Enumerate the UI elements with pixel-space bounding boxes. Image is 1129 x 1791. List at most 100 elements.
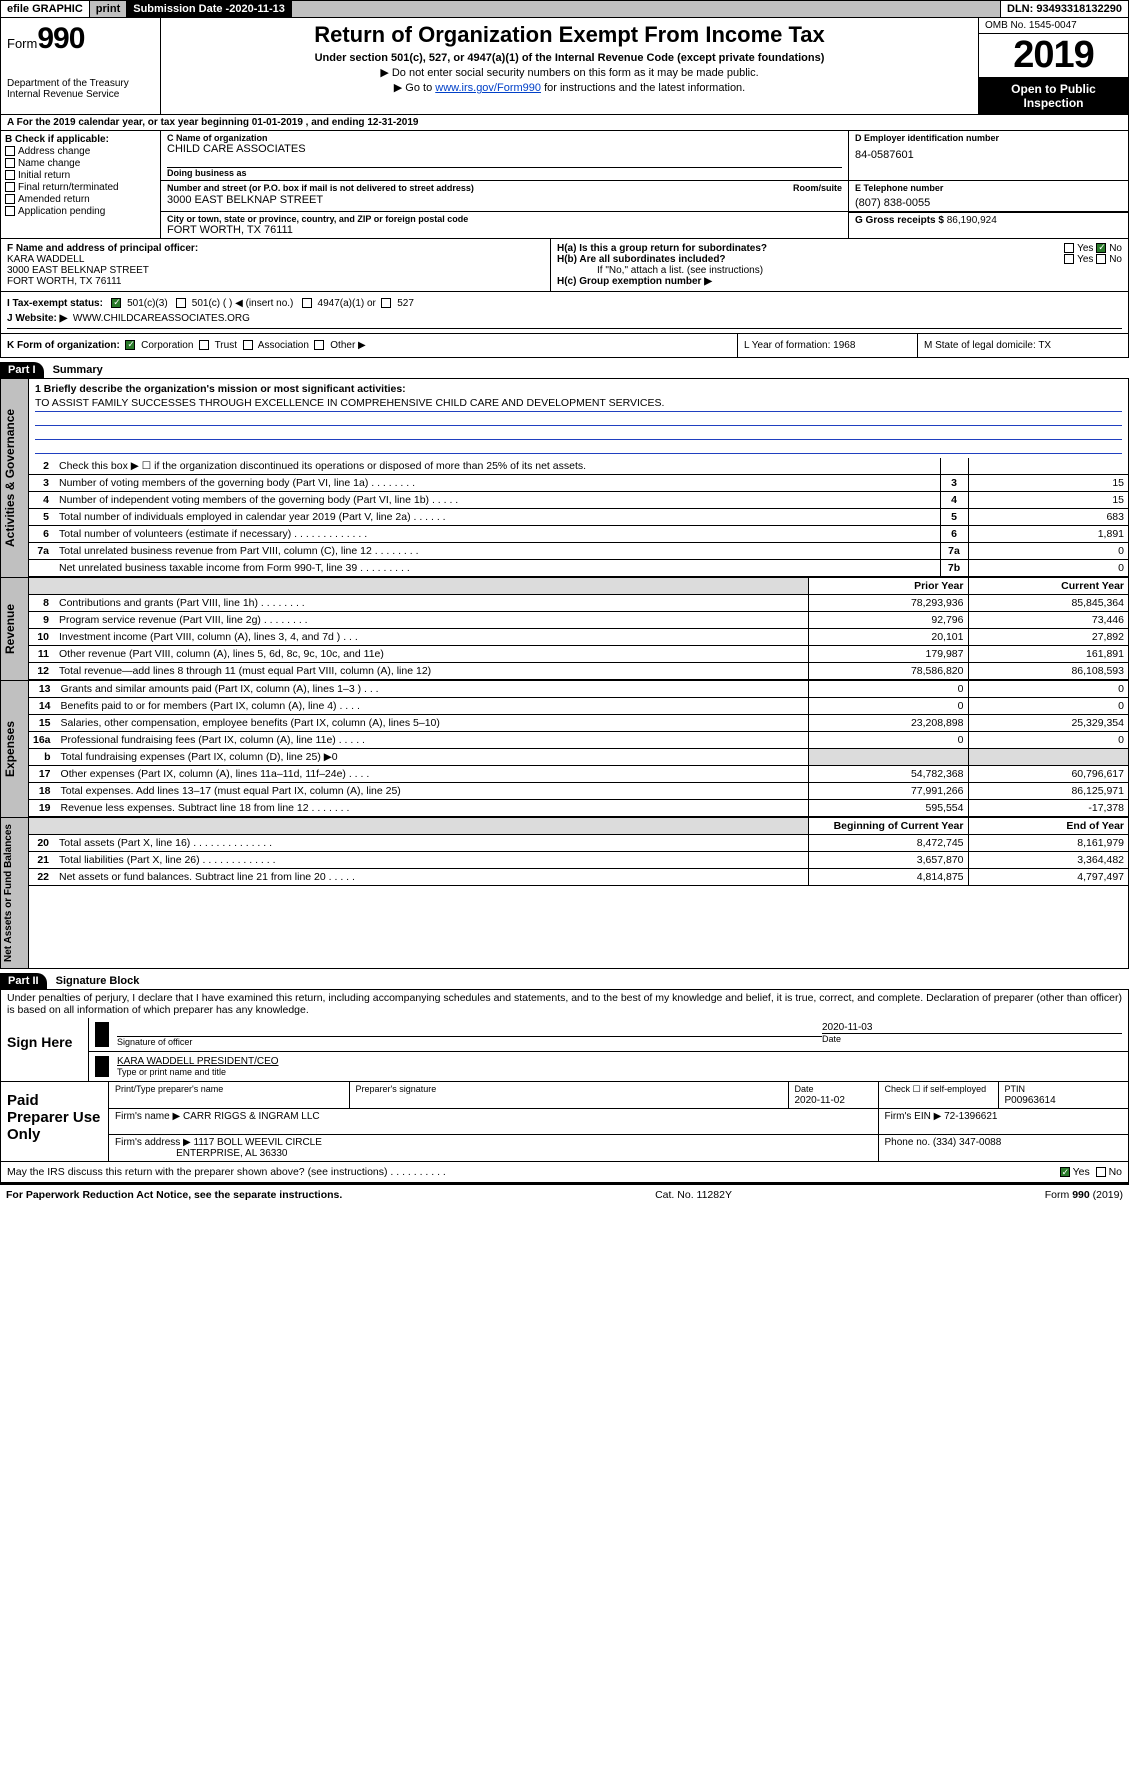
ein-label: D Employer identification number bbox=[855, 133, 1122, 143]
form-label: Form bbox=[7, 36, 37, 51]
line-val bbox=[968, 458, 1128, 475]
mission-blank bbox=[35, 440, 1122, 454]
dln: DLN: 93493318132290 bbox=[1001, 1, 1128, 17]
prior-val: 4,814,875 bbox=[808, 869, 968, 886]
curr-val bbox=[968, 749, 1128, 766]
line-num: 6 bbox=[29, 526, 55, 543]
page-title: Return of Organization Exempt From Incom… bbox=[165, 22, 974, 48]
curr-header: Current Year bbox=[968, 578, 1128, 595]
chk-pending[interactable] bbox=[5, 206, 15, 216]
line-desc: Program service revenue (Part VIII, line… bbox=[55, 612, 808, 629]
addr-label: Number and street (or P.O. box if mail i… bbox=[167, 183, 474, 193]
sign-date: 2020-11-03 bbox=[822, 1022, 1122, 1033]
part2-header: Part II bbox=[0, 973, 47, 989]
line-num: 7a bbox=[29, 543, 55, 560]
table-row: 22Net assets or fund balances. Subtract … bbox=[29, 869, 1128, 886]
curr-header: End of Year bbox=[968, 818, 1128, 835]
gross-label: G Gross receipts $ bbox=[855, 215, 944, 226]
line-num: 8 bbox=[29, 595, 55, 612]
firm-name-cell: Firm's name ▶ CARR RIGGS & INGRAM LLC bbox=[109, 1109, 878, 1135]
gov-body: 1 Briefly describe the organization's mi… bbox=[29, 379, 1128, 577]
chk-final[interactable] bbox=[5, 182, 15, 192]
k-right: M State of legal domicile: TX bbox=[918, 334, 1128, 357]
date-field: 2020-11-03 Date bbox=[822, 1022, 1122, 1047]
sign-right: Signature of officer 2020-11-03 Date KAR… bbox=[89, 1018, 1128, 1081]
curr-val: 3,364,482 bbox=[968, 852, 1128, 869]
line-num: 16a bbox=[29, 732, 57, 749]
chk-ha-yes[interactable] bbox=[1064, 243, 1074, 253]
gov-table: 2Check this box ▶ ☐ if the organization … bbox=[29, 458, 1128, 577]
chk-other[interactable] bbox=[314, 340, 324, 350]
table-row: 6Total number of volunteers (estimate if… bbox=[29, 526, 1128, 543]
chk-initial[interactable] bbox=[5, 170, 15, 180]
self-emp-label: Check ☐ if self-employed bbox=[885, 1084, 987, 1094]
form-number: Form990 bbox=[7, 22, 154, 56]
mission-blank bbox=[35, 426, 1122, 440]
4947-label: 4947(a)(1) or bbox=[318, 298, 376, 309]
line-box: 3 bbox=[940, 475, 968, 492]
line-desc: Investment income (Part VIII, column (A)… bbox=[55, 629, 808, 646]
sign-name: KARA WADDELL PRESIDENT/CEO bbox=[117, 1056, 1122, 1067]
col-header-row: Prior Year Current Year bbox=[29, 578, 1128, 595]
curr-val: 0 bbox=[968, 698, 1128, 715]
chk-hb-no[interactable] bbox=[1096, 254, 1106, 264]
chk-trust[interactable] bbox=[199, 340, 209, 350]
chk-name[interactable] bbox=[5, 158, 15, 168]
chk-amended[interactable] bbox=[5, 194, 15, 204]
checkbox-row: Final return/terminated bbox=[5, 182, 156, 193]
table-row: 17Other expenses (Part IX, column (A), l… bbox=[29, 766, 1128, 783]
table-row: 14Benefits paid to or for members (Part … bbox=[29, 698, 1128, 715]
penalty-text: Under penalties of perjury, I declare th… bbox=[0, 989, 1129, 1018]
table-row: 20Total assets (Part X, line 16) . . . .… bbox=[29, 835, 1128, 852]
row-name-ein: C Name of organization CHILD CARE ASSOCI… bbox=[161, 131, 1128, 181]
chk-corp[interactable] bbox=[125, 340, 135, 350]
paid-table: Print/Type preparer's name Preparer's si… bbox=[109, 1082, 1128, 1161]
exp-table: 13Grants and similar amounts paid (Part … bbox=[29, 681, 1128, 817]
chk-501c[interactable] bbox=[176, 298, 186, 308]
table-row: 3Number of voting members of the governi… bbox=[29, 475, 1128, 492]
curr-val: 0 bbox=[968, 681, 1128, 698]
table-row: 19Revenue less expenses. Subtract line 1… bbox=[29, 800, 1128, 817]
chk-assoc[interactable] bbox=[243, 340, 253, 350]
line-num: 12 bbox=[29, 663, 55, 680]
line-desc: Total liabilities (Part X, line 26) . . … bbox=[55, 852, 808, 869]
ein: 84-0587601 bbox=[855, 149, 1122, 161]
chk-address[interactable] bbox=[5, 146, 15, 156]
mission-text: TO ASSIST FAMILY SUCCESSES THROUGH EXCEL… bbox=[35, 395, 1122, 412]
print-button[interactable]: print bbox=[90, 1, 127, 17]
col-h: H(a) Is this a group return for subordin… bbox=[551, 239, 1128, 291]
line-desc: Number of independent voting members of … bbox=[55, 492, 940, 509]
footer: For Paperwork Reduction Act Notice, see … bbox=[0, 1183, 1129, 1205]
chk-hb-yes[interactable] bbox=[1064, 254, 1074, 264]
col-cde: C Name of organization CHILD CARE ASSOCI… bbox=[161, 131, 1128, 238]
chk-discuss-no[interactable] bbox=[1096, 1167, 1106, 1177]
chk-label: Name change bbox=[18, 158, 80, 169]
table-row: 11Other revenue (Part VIII, column (A), … bbox=[29, 646, 1128, 663]
firm-addr-cell: Firm's address ▶ 1117 BOLL WEEVIL CIRCLE… bbox=[109, 1135, 878, 1162]
table-row: Net unrelated business taxable income fr… bbox=[29, 560, 1128, 577]
line-num: 17 bbox=[29, 766, 57, 783]
gross-val: 86,190,924 bbox=[947, 215, 997, 226]
header-left: Form990 Department of the Treasury Inter… bbox=[1, 18, 161, 114]
sign-row-name: KARA WADDELL PRESIDENT/CEO Type or print… bbox=[89, 1052, 1128, 1081]
line-num bbox=[29, 560, 55, 577]
line-desc: Net unrelated business taxable income fr… bbox=[55, 560, 940, 577]
chk-4947[interactable] bbox=[302, 298, 312, 308]
chk-ha-no[interactable] bbox=[1096, 243, 1106, 253]
chk-501c3[interactable] bbox=[111, 298, 121, 308]
form990-link[interactable]: www.irs.gov/Form990 bbox=[435, 82, 541, 94]
chk-discuss-yes[interactable] bbox=[1060, 1167, 1070, 1177]
chk-527[interactable] bbox=[381, 298, 391, 308]
ptin-cell: PTINP00963614 bbox=[998, 1082, 1128, 1109]
name-label: Type or print name and title bbox=[117, 1067, 1122, 1077]
city-cell: City or town, state or province, country… bbox=[161, 212, 848, 238]
mission: 1 Briefly describe the organization's mi… bbox=[29, 379, 1128, 458]
prior-val: 23,208,898 bbox=[808, 715, 968, 732]
mission-q: 1 Briefly describe the organization's mi… bbox=[35, 383, 406, 395]
curr-val: 0 bbox=[968, 732, 1128, 749]
prior-header: Prior Year bbox=[808, 578, 968, 595]
officer-name: KARA WADDELL bbox=[7, 254, 84, 265]
line-num: 21 bbox=[29, 852, 55, 869]
table-row: 13Grants and similar amounts paid (Part … bbox=[29, 681, 1128, 698]
line-num: 4 bbox=[29, 492, 55, 509]
